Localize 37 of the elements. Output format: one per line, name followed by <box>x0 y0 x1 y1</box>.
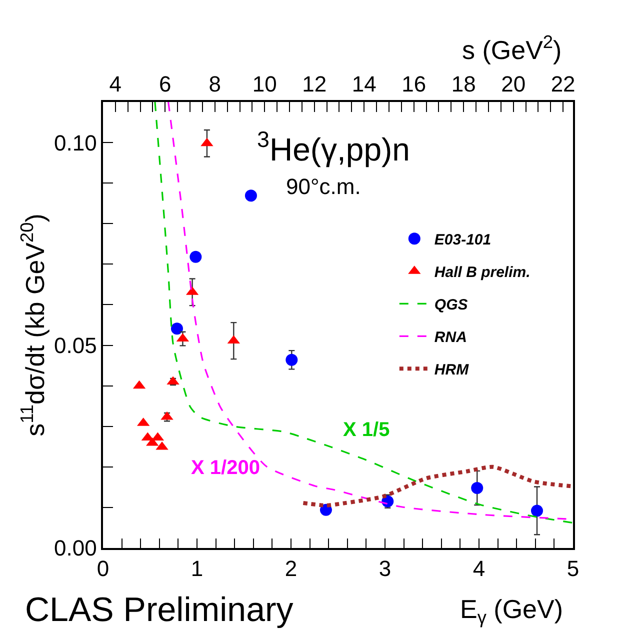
x2-tick-label: 8 <box>208 71 222 96</box>
legend-label: Hall B prelim. <box>434 264 530 282</box>
x-tick-label: 5 <box>566 556 580 582</box>
x2-tick-label: 14 <box>352 71 376 96</box>
annotation: X 1/200 <box>191 457 260 479</box>
annotation: 90°c.m. <box>286 174 361 199</box>
x-tick-label: 2 <box>284 556 298 582</box>
x-tick-label: 3 <box>378 556 392 582</box>
x-tick-label: 4 <box>472 556 486 582</box>
annotation: X 1/5 <box>343 419 390 441</box>
point <box>244 190 257 202</box>
x2-tick-label: 16 <box>402 71 426 96</box>
x2-axis-title: s (GeV$^{2}$) <box>462 32 562 65</box>
x2-tick-label: 18 <box>451 71 476 96</box>
annotation: $^{3}$He(γ,pp)n <box>257 127 410 168</box>
point <box>190 250 202 263</box>
y-tick-label: 0.10 <box>54 130 97 156</box>
legend-label: QGS <box>434 296 468 314</box>
x2-tick-label: 4 <box>109 71 122 96</box>
x2-tick-label: 12 <box>302 71 327 96</box>
x2-tick-label: 6 <box>159 71 172 96</box>
y-tick-label: 0.05 <box>54 332 97 358</box>
x2-tick-label: 22 <box>550 71 576 96</box>
x-axis-title: E$_{γ}$ (GeV) <box>460 594 564 628</box>
legend-label: RNA <box>434 329 467 346</box>
point <box>170 322 183 335</box>
y-tick-label: 0.00 <box>54 536 97 561</box>
point <box>471 482 484 494</box>
x2-tick-label: 20 <box>501 71 526 96</box>
point <box>286 354 298 366</box>
x2-tick-label: 10 <box>252 71 277 96</box>
legend-label: E03-101 <box>434 232 492 249</box>
x-tick-label: 0 <box>96 556 110 582</box>
text: CLAS Preliminary <box>25 591 294 629</box>
legend-label: HRM <box>434 362 470 379</box>
x-tick-label: 1 <box>190 556 204 582</box>
point <box>531 504 543 517</box>
